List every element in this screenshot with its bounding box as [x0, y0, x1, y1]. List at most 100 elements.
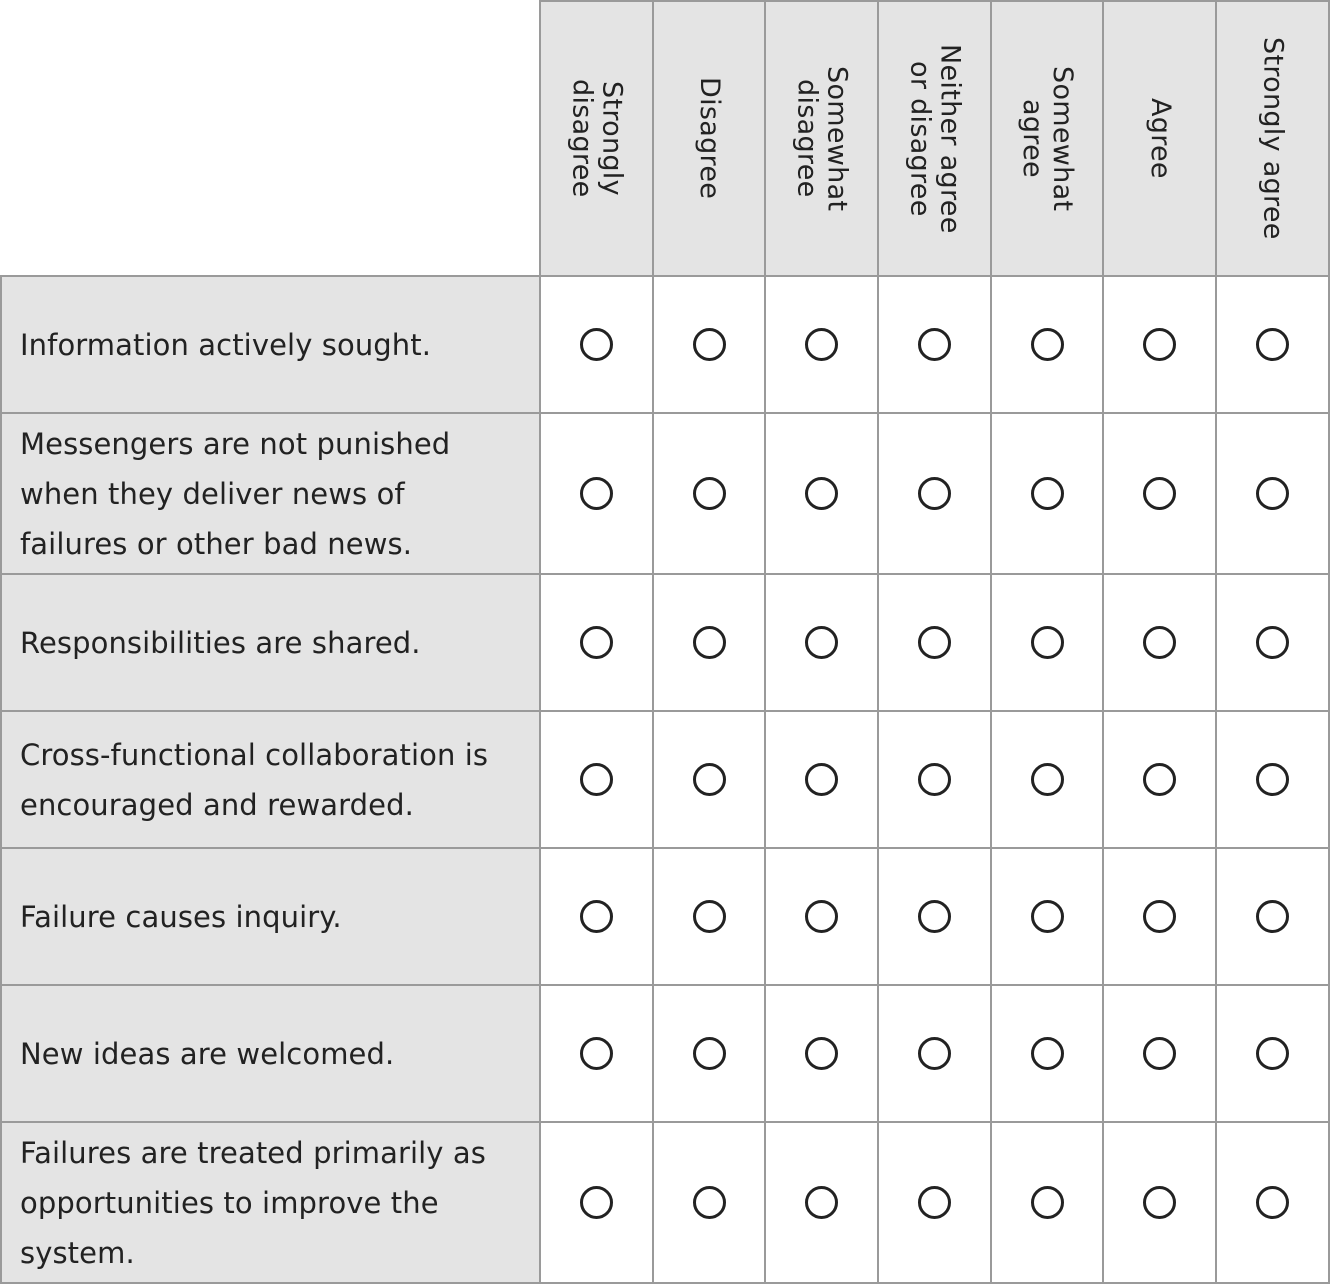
- column-header-label: Somewhat agree: [1017, 65, 1079, 212]
- option-cell[interactable]: [879, 986, 992, 1123]
- option-cell[interactable]: [1217, 712, 1330, 849]
- radio-button[interactable]: [805, 626, 839, 659]
- radio-button[interactable]: [917, 763, 951, 796]
- option-cell[interactable]: [1104, 712, 1218, 849]
- option-cell[interactable]: [879, 849, 992, 986]
- radio-button[interactable]: [917, 477, 951, 510]
- option-cell[interactable]: [541, 712, 654, 849]
- option-cell[interactable]: [541, 414, 654, 575]
- option-cell[interactable]: [879, 1123, 992, 1284]
- radio-button[interactable]: [1255, 626, 1289, 659]
- radio-button[interactable]: [692, 1037, 726, 1070]
- option-cell[interactable]: [1217, 575, 1330, 712]
- radio-button[interactable]: [692, 328, 726, 361]
- option-cell[interactable]: [991, 414, 1105, 575]
- radio-button[interactable]: [1255, 763, 1289, 796]
- radio-button[interactable]: [579, 1186, 613, 1219]
- option-cell[interactable]: [1217, 849, 1330, 986]
- radio-button[interactable]: [917, 1186, 951, 1219]
- option-cell[interactable]: [653, 414, 767, 575]
- option-cell[interactable]: [1104, 986, 1218, 1123]
- option-cell[interactable]: [766, 712, 880, 849]
- radio-button[interactable]: [1255, 900, 1289, 933]
- option-cell[interactable]: [766, 986, 880, 1123]
- radio-button[interactable]: [1255, 328, 1289, 361]
- radio-button[interactable]: [1143, 328, 1177, 361]
- radio-button[interactable]: [1143, 477, 1177, 510]
- radio-button[interactable]: [1255, 1037, 1289, 1070]
- option-cell[interactable]: [991, 849, 1105, 986]
- radio-button[interactable]: [1143, 1186, 1177, 1219]
- option-cell[interactable]: [991, 1123, 1105, 1284]
- radio-button[interactable]: [579, 477, 613, 510]
- radio-button[interactable]: [579, 1037, 613, 1070]
- radio-button[interactable]: [1030, 900, 1064, 933]
- option-cell[interactable]: [653, 1123, 767, 1284]
- radio-button[interactable]: [692, 1186, 726, 1219]
- radio-button[interactable]: [805, 900, 839, 933]
- option-cell[interactable]: [541, 986, 654, 1123]
- radio-button[interactable]: [579, 328, 613, 361]
- radio-button[interactable]: [1030, 763, 1064, 796]
- option-cell[interactable]: [541, 1123, 654, 1284]
- option-cell[interactable]: [991, 986, 1105, 1123]
- radio-button[interactable]: [917, 626, 951, 659]
- radio-button[interactable]: [1030, 1037, 1064, 1070]
- radio-button[interactable]: [579, 900, 613, 933]
- radio-button[interactable]: [1143, 763, 1177, 796]
- radio-button[interactable]: [1030, 626, 1064, 659]
- option-cell[interactable]: [991, 575, 1105, 712]
- radio-button[interactable]: [1030, 477, 1064, 510]
- option-cell[interactable]: [1104, 414, 1218, 575]
- radio-button[interactable]: [692, 900, 726, 933]
- option-cell[interactable]: [1104, 277, 1218, 414]
- radio-button[interactable]: [1030, 328, 1064, 361]
- option-cell[interactable]: [541, 575, 654, 712]
- radio-button[interactable]: [692, 477, 726, 510]
- radio-button[interactable]: [805, 477, 839, 510]
- option-cell[interactable]: [879, 575, 992, 712]
- radio-button[interactable]: [1030, 1186, 1064, 1219]
- radio-button[interactable]: [805, 1186, 839, 1219]
- radio-button[interactable]: [805, 763, 839, 796]
- option-cell[interactable]: [1217, 1123, 1330, 1284]
- radio-button[interactable]: [692, 763, 726, 796]
- radio-button[interactable]: [1143, 900, 1177, 933]
- radio-button[interactable]: [917, 328, 951, 361]
- radio-button[interactable]: [805, 328, 839, 361]
- statement-label: Messengers are not punished when they de…: [0, 414, 541, 575]
- radio-button[interactable]: [1143, 626, 1177, 659]
- option-cell[interactable]: [653, 849, 767, 986]
- option-cell[interactable]: [541, 849, 654, 986]
- option-cell[interactable]: [1217, 414, 1330, 575]
- option-cell[interactable]: [766, 575, 880, 712]
- option-cell[interactable]: [653, 277, 767, 414]
- option-cell[interactable]: [653, 986, 767, 1123]
- radio-button[interactable]: [579, 763, 613, 796]
- option-cell[interactable]: [766, 1123, 880, 1284]
- radio-button[interactable]: [805, 1037, 839, 1070]
- option-cell[interactable]: [653, 712, 767, 849]
- option-cell[interactable]: [991, 277, 1105, 414]
- radio-button[interactable]: [917, 900, 951, 933]
- option-cell[interactable]: [1104, 849, 1218, 986]
- radio-button[interactable]: [1255, 1186, 1289, 1219]
- option-cell[interactable]: [766, 849, 880, 986]
- radio-button[interactable]: [692, 626, 726, 659]
- option-cell[interactable]: [766, 414, 880, 575]
- option-cell[interactable]: [1104, 1123, 1218, 1284]
- option-cell[interactable]: [879, 414, 992, 575]
- option-cell[interactable]: [879, 712, 992, 849]
- radio-button[interactable]: [917, 1037, 951, 1070]
- radio-button[interactable]: [1255, 477, 1289, 510]
- option-cell[interactable]: [653, 575, 767, 712]
- option-cell[interactable]: [879, 277, 992, 414]
- radio-button[interactable]: [579, 626, 613, 659]
- option-cell[interactable]: [1104, 575, 1218, 712]
- option-cell[interactable]: [1217, 986, 1330, 1123]
- option-cell[interactable]: [1217, 277, 1330, 414]
- radio-button[interactable]: [1143, 1037, 1177, 1070]
- option-cell[interactable]: [766, 277, 880, 414]
- option-cell[interactable]: [991, 712, 1105, 849]
- option-cell[interactable]: [541, 277, 654, 414]
